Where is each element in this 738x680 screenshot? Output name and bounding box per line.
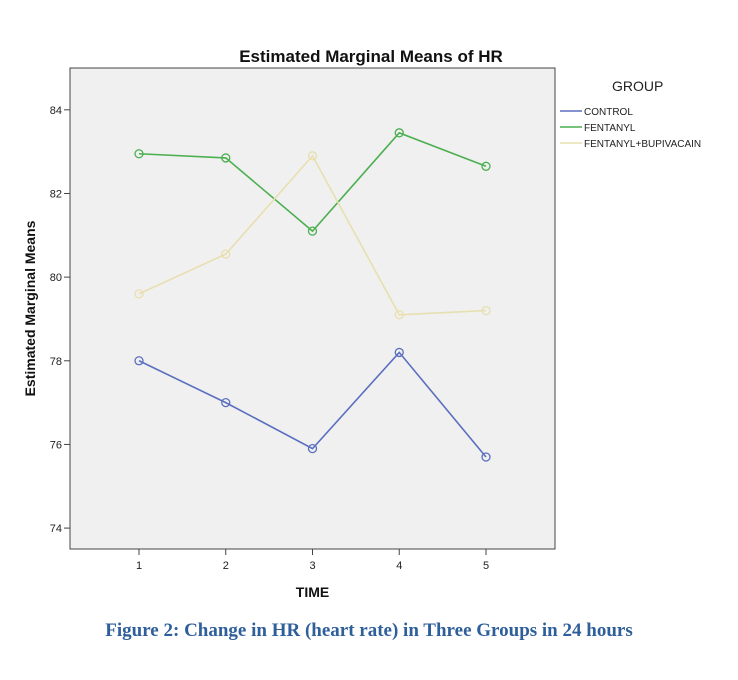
x-tick-label: 2	[223, 560, 229, 572]
y-tick-label: 78	[50, 356, 62, 368]
data-point	[307, 443, 318, 454]
data-point	[394, 128, 404, 138]
data-point	[307, 226, 318, 236]
series-0	[134, 347, 491, 462]
data-point	[481, 305, 491, 316]
series-1	[134, 128, 491, 236]
x-axis-title: TIME	[296, 584, 329, 600]
y-tick-label: 82	[50, 188, 62, 200]
data-point	[221, 397, 231, 408]
y-tick-label: 74	[50, 523, 62, 535]
series-line	[138, 351, 487, 458]
plot-area	[69, 67, 556, 550]
y-axis-title: Estimated Marginal Means	[22, 220, 38, 396]
legend-label: FENTANYL+BUPIVACAIN	[584, 139, 701, 150]
series-line	[138, 154, 487, 316]
series-2	[134, 151, 491, 320]
y-tick-label: 76	[50, 439, 62, 451]
x-tick-label: 4	[396, 560, 402, 572]
figure-caption: Figure 2: Change in HR (heart rate) in T…	[105, 620, 633, 641]
x-tick-label: 3	[309, 560, 315, 572]
legend-title: GROUP	[612, 78, 663, 94]
legend: GROUP CONTROL FENTANYL FENTANYL+BUPIVACAIN	[560, 78, 701, 150]
data-point	[394, 310, 404, 320]
data-point	[394, 347, 404, 358]
x-axis: 1 2 3 4 5	[136, 549, 489, 572]
legend-label: CONTROL	[584, 107, 633, 118]
data-point	[221, 153, 231, 163]
data-point	[134, 289, 144, 299]
data-point	[134, 356, 144, 366]
series-line	[138, 131, 487, 233]
line-chart: Estimated Marginal Means of HR 74 76 78 80 8…	[22, 47, 701, 600]
data-point	[221, 249, 231, 259]
data-point	[307, 151, 318, 161]
data-point	[481, 452, 491, 462]
legend-label: FENTANYL	[584, 123, 636, 134]
y-tick-label: 84	[50, 105, 62, 117]
x-tick-label: 5	[483, 560, 489, 572]
data-point	[481, 161, 491, 171]
y-axis: 74 76 78 80 82 84	[50, 105, 70, 535]
chart-title: Estimated Marginal Means of HR	[239, 47, 503, 66]
y-tick-label: 80	[50, 272, 62, 284]
x-tick-label: 1	[136, 560, 142, 572]
data-point	[134, 149, 144, 159]
series-layer	[134, 128, 491, 462]
